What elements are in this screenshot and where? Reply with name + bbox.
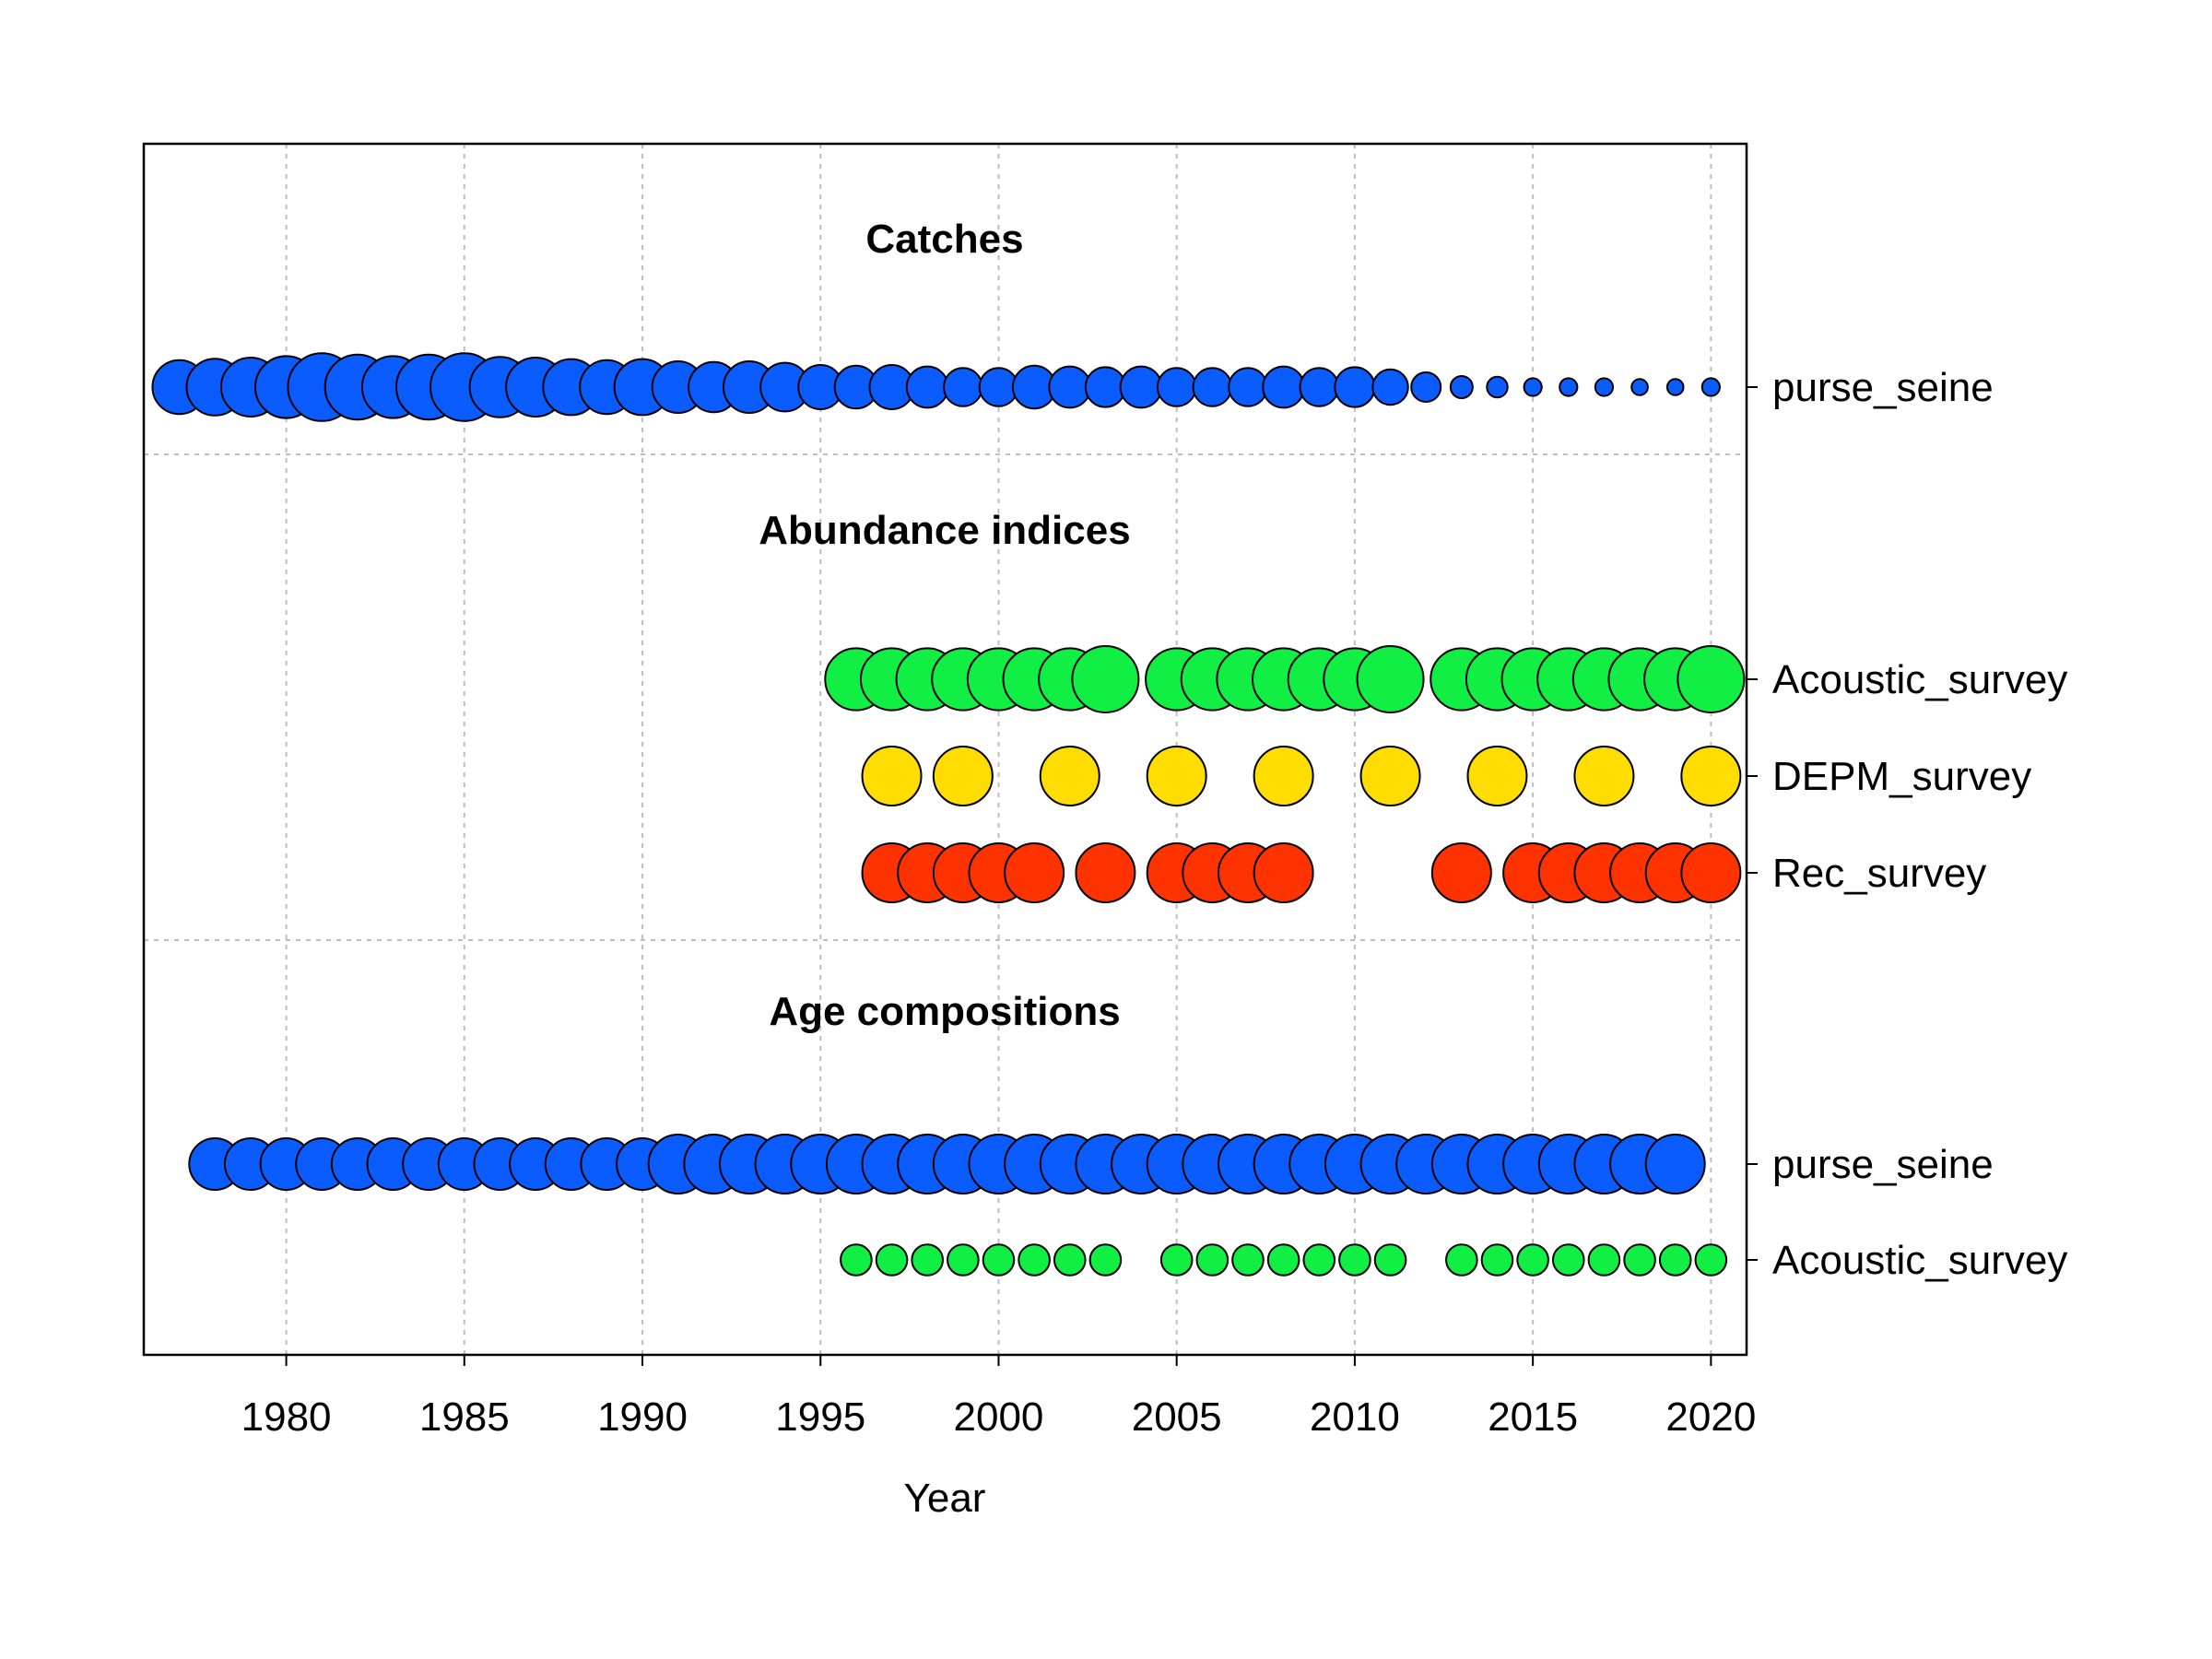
- point-2-1-1999: [947, 1243, 980, 1277]
- point-2-1-2001: [1018, 1243, 1051, 1277]
- point-0-0-2015: [1523, 377, 1543, 397]
- point-1-1-2011: [1359, 746, 1421, 806]
- x-tick-label-2000: 2000: [954, 1394, 1044, 1440]
- point-0-0-2008: [1262, 365, 1306, 409]
- point-1-1-1999: [932, 746, 994, 806]
- point-2-1-2003: [1088, 1243, 1123, 1277]
- point-2-1-2000: [982, 1243, 1016, 1277]
- data-points: [151, 352, 1746, 1277]
- point-2-1-2015: [1516, 1243, 1549, 1277]
- point-0-0-2003: [1084, 366, 1127, 408]
- point-2-1-2019: [1658, 1243, 1692, 1277]
- x-tick-label-1985: 1985: [419, 1394, 510, 1440]
- point-2-1-2008: [1266, 1243, 1300, 1277]
- point-2-1-2018: [1623, 1243, 1656, 1277]
- x-tick-label-1990: 1990: [597, 1394, 688, 1440]
- section-dividers: [144, 453, 1747, 941]
- row-label-2-1: Acoustic_survey: [1772, 1238, 2067, 1283]
- point-0-0-2010: [1334, 366, 1376, 408]
- x-axis-label: Year: [904, 1476, 986, 1521]
- point-2-1-2013: [1445, 1243, 1478, 1277]
- point-2-1-2007: [1231, 1243, 1265, 1277]
- point-1-2-2008: [1253, 842, 1314, 903]
- point-1-1-2005: [1146, 746, 1207, 806]
- plot-frame: [142, 142, 1748, 1357]
- point-0-0-2012: [1410, 371, 1442, 403]
- point-0-0-2005: [1156, 367, 1197, 407]
- point-2-1-1996: [840, 1243, 873, 1277]
- point-0-0-1999: [943, 367, 983, 407]
- x-axis: 1980 1985 1990 1995 2000 2005 2010 2015 2020: [241, 1355, 1756, 1440]
- point-0-0-2011: [1371, 368, 1409, 406]
- point-0-0-2007: [1228, 367, 1268, 407]
- point-0-0-2020: [1700, 377, 1721, 397]
- point-1-2-2003: [1075, 842, 1136, 903]
- x-tick-label-2020: 2020: [1665, 1394, 1756, 1440]
- point-2-1-2011: [1373, 1243, 1407, 1277]
- x-tick-label-1980: 1980: [241, 1394, 332, 1440]
- point-2-1-2005: [1159, 1243, 1194, 1277]
- point-1-0-2020: [1677, 645, 1746, 713]
- point-2-0-2019: [1644, 1134, 1706, 1194]
- point-1-1-2020: [1680, 746, 1742, 806]
- section-title-1: Abundance indices: [759, 508, 1130, 553]
- row-label-2-0: purse_seine: [1772, 1142, 1994, 1187]
- x-tick-label-2005: 2005: [1132, 1394, 1222, 1440]
- row-label-1-0: Acoustic_survey: [1772, 657, 2067, 702]
- point-1-1-2017: [1573, 746, 1635, 806]
- point-2-1-2006: [1195, 1243, 1230, 1277]
- x-tick-label-2010: 2010: [1310, 1394, 1400, 1440]
- point-0-0-2014: [1486, 375, 1509, 399]
- point-2-1-2002: [1053, 1243, 1087, 1277]
- point-1-0-2003: [1071, 645, 1140, 713]
- point-1-1-2002: [1039, 746, 1100, 806]
- point-0-0-2018: [1630, 378, 1649, 396]
- point-0-0-2009: [1299, 367, 1340, 407]
- point-0-0-2002: [1048, 365, 1092, 409]
- point-1-1-1997: [861, 746, 923, 806]
- point-0-0-2006: [1192, 367, 1233, 407]
- row-label-0-0: purse_seine: [1772, 365, 1994, 410]
- point-1-2-2013: [1430, 842, 1492, 903]
- point-0-0-2017: [1594, 377, 1615, 397]
- point-1-0-2011: [1356, 645, 1425, 713]
- section-title-2: Age compositions: [769, 989, 1120, 1034]
- point-1-1-2008: [1253, 746, 1314, 806]
- point-2-1-2010: [1338, 1243, 1371, 1277]
- point-1-2-2020: [1680, 842, 1742, 903]
- row-label-1-1: DEPM_survey: [1772, 754, 2031, 799]
- x-tick-label-2015: 2015: [1488, 1394, 1578, 1440]
- point-1-1-2014: [1466, 746, 1528, 806]
- point-0-0-2013: [1449, 375, 1474, 399]
- section-title-0: Catches: [865, 217, 1023, 262]
- point-2-1-1998: [911, 1243, 944, 1277]
- point-2-1-2017: [1587, 1243, 1621, 1277]
- point-2-1-2009: [1302, 1243, 1336, 1277]
- point-0-0-2016: [1559, 377, 1579, 397]
- y-axis: purse_seine Acoustic_survey DEPM_survey Rec…: [1747, 365, 2067, 1283]
- point-1-2-2001: [1004, 842, 1065, 903]
- x-tick-label-1995: 1995: [775, 1394, 865, 1440]
- section-titles: Catches Abundance indices Age compositions: [759, 217, 1130, 1034]
- point-2-1-2014: [1480, 1243, 1514, 1277]
- point-0-0-1998: [905, 365, 949, 409]
- point-2-1-2016: [1551, 1243, 1585, 1277]
- point-0-0-2004: [1119, 365, 1163, 409]
- point-0-0-2019: [1665, 378, 1685, 396]
- row-label-1-2: Rec_survey: [1772, 851, 1986, 896]
- point-2-1-2020: [1694, 1243, 1728, 1277]
- point-2-1-1997: [875, 1243, 909, 1277]
